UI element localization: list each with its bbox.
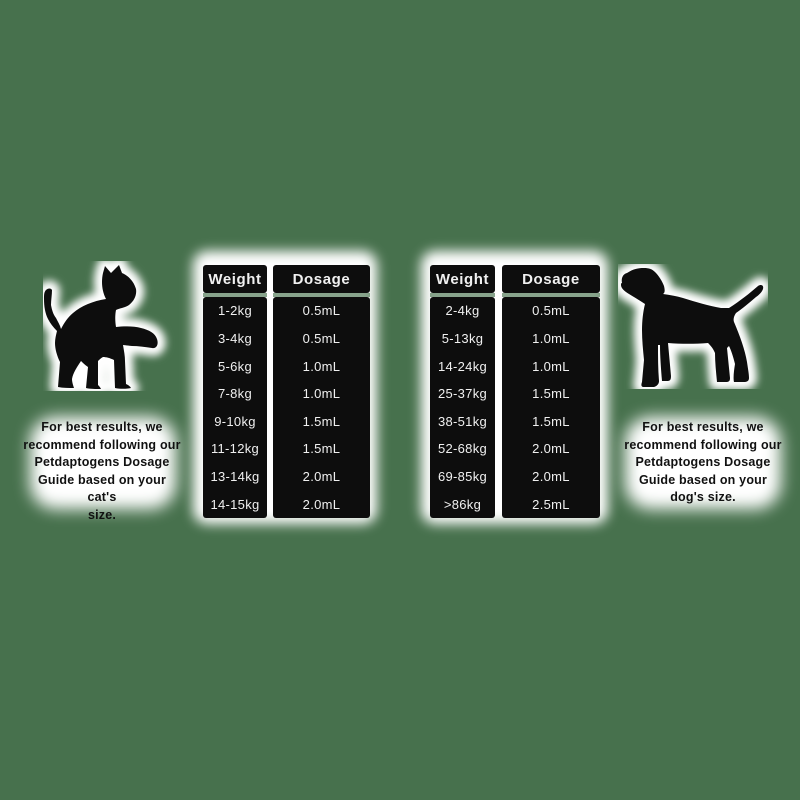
dog-silhouette-icon <box>618 264 768 389</box>
dog-weight-cell: 14-24kg <box>437 358 488 374</box>
dog-note-backdrop <box>625 417 781 509</box>
dog-header-separator <box>430 293 495 297</box>
cat-weight-cell: 9-10kg <box>214 413 256 429</box>
cat-weight-header: Weight <box>203 265 267 293</box>
note-line: size. <box>87 507 117 522</box>
note-line: Guide based on your <box>638 472 768 487</box>
dog-dosage-cell: 2.5mL <box>532 496 570 512</box>
cat-header-separator <box>273 293 370 297</box>
cat-weight-cell: 3-4kg <box>217 330 253 346</box>
dog-weight-cell: >86kg <box>443 496 482 512</box>
dog-dosage-cell: 1.0mL <box>532 330 570 346</box>
cat-dosage-header: Dosage <box>273 265 370 293</box>
note-line: For best results, we <box>642 420 764 434</box>
cat-dosage-cell: 1.5mL <box>302 441 341 457</box>
dog-weight-cell: 52-68kg <box>437 441 488 457</box>
cat-weight-cell: 1-2kg <box>217 303 253 319</box>
cat-dosage-cell: 0.5mL <box>302 330 341 346</box>
dog-dosage-column: 0.5mL 1.0mL 1.0mL 1.5mL 1.5mL 2.0mL 2.0mL 2.5mL <box>502 297 600 518</box>
cat-weight-cell: 5-6kg <box>217 358 253 374</box>
note-line: Petdaptogens Dosage <box>34 455 170 469</box>
dog-note: For best results, we recommend following … <box>623 419 783 507</box>
cat-dosage-column: 0.5mL 0.5mL 1.0mL 1.0mL 1.5mL 1.5mL 2.0mL 2.0mL <box>273 297 370 518</box>
dog-header-separator <box>502 293 600 297</box>
cat-note-backdrop <box>30 417 176 509</box>
cat-dosage-cell: 1.0mL <box>302 358 341 374</box>
dog-dosage-header-label: Dosage <box>522 270 580 288</box>
dog-weight-cell: 38-51kg <box>437 413 488 429</box>
cat-weight-cell: 7-8kg <box>217 386 253 402</box>
cat-weight-header-label: Weight <box>208 270 262 288</box>
cat-weight-column: 1-2kg 3-4kg 5-6kg 7-8kg 9-10kg 11-12kg 13-14kg… <box>203 297 267 518</box>
dog-weight-cell: 69-85kg <box>437 469 488 485</box>
dog-weight-cell: 5-13kg <box>441 330 484 346</box>
dog-dosage-cell: 1.5mL <box>532 413 570 429</box>
note-line: Guide based on your cat's <box>37 472 167 505</box>
cat-dosage-cell: 1.5mL <box>302 413 341 429</box>
cat-dosage-cell: 2.0mL <box>302 496 341 512</box>
cat-weight-cell: 13-14kg <box>210 469 260 485</box>
dog-weight-cell: 2-4kg <box>445 303 480 319</box>
dog-dosage-cell: 0.5mL <box>532 303 570 319</box>
dog-dosage-cell: 1.0mL <box>532 358 570 374</box>
note-line: For best results, we <box>41 420 163 434</box>
cat-silhouette-shape <box>44 265 158 389</box>
dog-dosage-header: Dosage <box>502 265 600 293</box>
cat-note: For best results, we recommend following … <box>22 419 182 524</box>
cat-weight-cell: 14-15kg <box>210 496 260 512</box>
cat-dosage-cell: 0.5mL <box>302 303 341 319</box>
cat-silhouette-icon <box>43 261 166 391</box>
cat-weight-cell: 11-12kg <box>210 441 260 457</box>
cat-dosage-cell: 1.0mL <box>302 386 341 402</box>
dog-weight-header-label: Weight <box>435 270 490 288</box>
note-line: Petdaptogens Dosage <box>635 455 771 469</box>
dog-dosage-cell: 2.0mL <box>532 469 570 485</box>
cat-header-separator <box>203 293 267 297</box>
dog-weight-column: 2-4kg 5-13kg 14-24kg 25-37kg 38-51kg 52-68kg 6… <box>430 297 495 518</box>
note-line: dog's size. <box>670 490 736 504</box>
cat-dosage-cell: 2.0mL <box>302 469 341 485</box>
dog-dosage-cell: 1.5mL <box>532 386 570 402</box>
cat-dosage-header-label: Dosage <box>292 270 351 288</box>
note-line: recommend following our <box>624 437 782 452</box>
dog-weight-header: Weight <box>430 265 495 293</box>
dog-silhouette-shape <box>621 268 764 387</box>
note-line: recommend following our <box>23 437 181 452</box>
dog-weight-cell: 25-37kg <box>437 386 488 402</box>
dog-dosage-cell: 2.0mL <box>532 441 570 457</box>
